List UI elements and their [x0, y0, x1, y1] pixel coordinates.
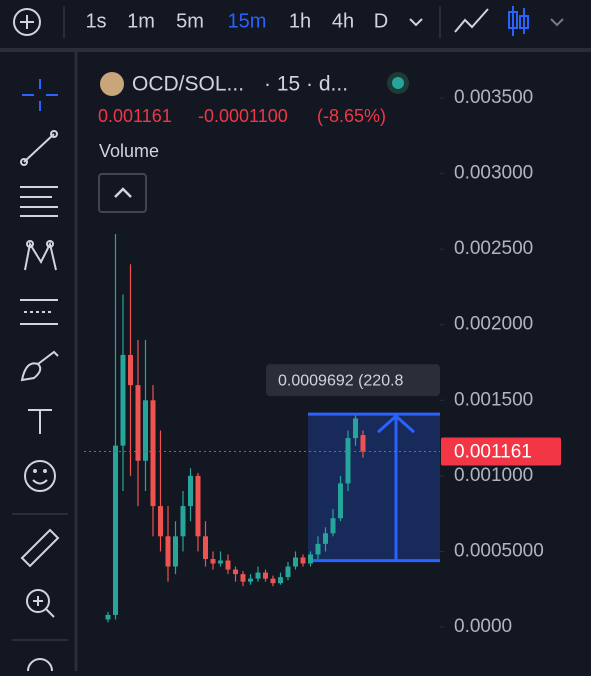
candle-body	[188, 475, 193, 507]
y-tick-label: 0.0005000	[454, 540, 544, 561]
y-tick-label: 0.003000	[454, 163, 533, 184]
change: -0.0001100	[198, 106, 288, 126]
candle-body	[315, 543, 321, 555]
candle-body	[330, 518, 336, 534]
candle-body	[203, 536, 208, 559]
interval[interactable]: 4h	[332, 10, 354, 32]
chart-type-dropdown[interactable]	[550, 18, 564, 27]
measure-arrowhead	[377, 414, 415, 434]
ruler-tool[interactable]	[20, 528, 60, 568]
plot: 0.003500 0.003000 0.002500 0.002000 0.001500…	[84, 87, 561, 637]
candle-body	[278, 577, 283, 584]
y-tick-label: 0.001500	[454, 389, 533, 410]
change-pct: (-8.65%)	[317, 106, 386, 126]
symbol-name[interactable]: OCD/SOL...	[132, 73, 244, 96]
candle-body	[195, 475, 201, 537]
candle-body	[338, 483, 343, 519]
brush-tool[interactable]	[20, 350, 59, 382]
candle-body	[300, 557, 306, 564]
last-price-label: 0.001161	[454, 442, 532, 463]
y-tick-label: 0.003500	[454, 87, 533, 108]
y-tick-label: 0.0000	[454, 616, 512, 637]
price: 0.001161	[98, 106, 172, 126]
measure-label: 0.0009692 (220.8	[278, 372, 404, 389]
measure-label-bg	[266, 364, 440, 397]
add-button[interactable]	[13, 8, 41, 36]
text-tool[interactable]	[28, 409, 52, 434]
top-bar	[0, 0, 591, 48]
trend-line-tool[interactable]	[20, 130, 58, 166]
candle-body	[128, 354, 133, 386]
interval-dropdown[interactable]	[409, 18, 423, 27]
candle-body	[345, 438, 351, 484]
zoom-tool[interactable]	[26, 589, 55, 618]
symbol-icon	[100, 72, 124, 96]
line-chart-button[interactable]	[454, 8, 489, 33]
candle-body	[323, 533, 328, 544]
candle-body	[293, 557, 298, 567]
indicator: Volume	[99, 141, 159, 161]
interval[interactable]: 1h	[289, 10, 311, 32]
crosshair-tool[interactable]	[22, 79, 58, 111]
candle-body	[255, 572, 261, 579]
collapse-button[interactable]	[98, 173, 147, 213]
candle-body	[173, 536, 178, 567]
candle-body	[143, 400, 148, 461]
candle-body	[308, 554, 313, 564]
candle-body	[225, 560, 231, 570]
candle-body	[150, 400, 156, 507]
candle-body	[263, 572, 268, 579]
last-price-tag	[441, 437, 561, 466]
prediction-tool[interactable]	[20, 299, 58, 325]
candle-body	[120, 354, 126, 446]
pattern-tool[interactable]	[24, 240, 57, 271]
candle-body	[360, 435, 366, 452]
candle-body	[180, 506, 186, 537]
symbol-suffix: · 15 · d...	[264, 73, 348, 96]
candle-body	[113, 445, 118, 615]
candle-body	[165, 536, 171, 567]
y-tick-label: 0.002500	[454, 238, 533, 259]
candle-body	[218, 560, 223, 564]
y-tick-label: 0.001000	[454, 465, 533, 486]
interval[interactable]: 1s	[85, 10, 106, 32]
candle-body	[248, 578, 253, 582]
candle-chart-button[interactable]	[508, 6, 529, 36]
candle-body	[210, 558, 216, 564]
candle-body	[285, 566, 291, 578]
fib-tool[interactable]	[20, 186, 58, 217]
interval[interactable]: 15m	[228, 10, 267, 32]
emoji-tool[interactable]	[24, 460, 56, 492]
status-dot	[392, 77, 404, 89]
candle-body	[240, 574, 246, 582]
candle-body	[233, 569, 238, 575]
measure-area	[308, 414, 440, 561]
interval[interactable]: 1m	[127, 10, 155, 32]
interval[interactable]: 5m	[176, 10, 204, 32]
interval[interactable]: D	[374, 10, 388, 32]
candle-body	[270, 578, 276, 584]
y-tick-label: 0.002000	[454, 314, 533, 335]
candle-body	[353, 418, 358, 439]
interval-group: 1s 1m 5m 15m 1h 4h D	[85, 10, 388, 32]
candle-body	[135, 385, 141, 461]
candle-body	[105, 614, 111, 620]
candle-body	[158, 506, 163, 537]
